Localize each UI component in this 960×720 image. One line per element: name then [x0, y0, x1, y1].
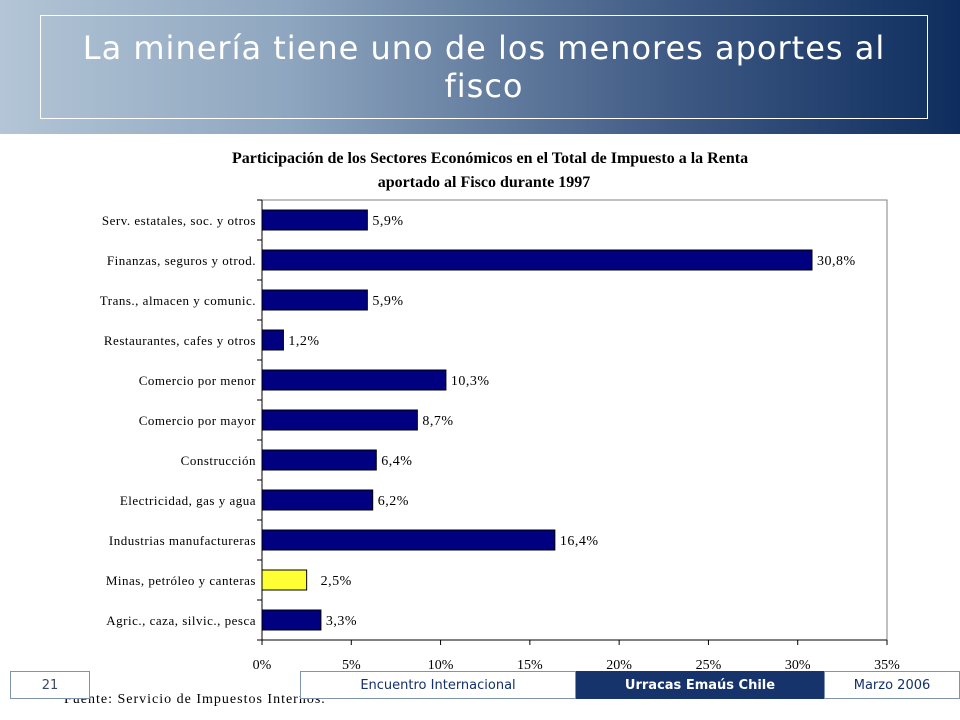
bar — [261, 209, 368, 231]
category-label: Finanzas, seguros y otrod. — [107, 253, 256, 268]
page-number: 21 — [10, 671, 90, 699]
bar — [261, 369, 447, 391]
data-label: 8,7% — [422, 414, 453, 429]
chart-title-line-1: Participación de los Sectores Económicos… — [232, 150, 748, 167]
data-label: 5,9% — [372, 294, 403, 309]
data-label: 1,2% — [288, 334, 319, 349]
x-tick-label: 20% — [606, 658, 632, 673]
x-tick-label: 35% — [874, 658, 900, 673]
x-tick-label: 15% — [517, 658, 543, 673]
footer-organization: Urracas Emaús Chile — [576, 671, 824, 699]
slide-title: La minería tiene uno de los menores apor… — [82, 29, 886, 105]
x-tick-label: 5% — [342, 658, 361, 673]
bar — [261, 489, 374, 511]
title-frame: La minería tiene uno de los menores apor… — [40, 15, 928, 119]
category-label: Comercio por mayor — [139, 413, 256, 428]
data-label: 3,3% — [326, 614, 357, 629]
bar-chart: Participación de los Sectores Económicos… — [100, 150, 900, 673]
source-note: Fuente: Servicio de Impuestos Internos. — [64, 692, 326, 707]
category-label: Serv. estatales, soc. y otros — [102, 213, 256, 228]
data-label: 30,8% — [817, 254, 856, 269]
data-label: 16,4% — [560, 534, 599, 549]
footer-date: Marzo 2006 — [824, 671, 960, 699]
axis-group: Serv. estatales, soc. y otros Finanzas, s… — [100, 199, 900, 673]
category-label: Industrias manufactureras — [109, 533, 256, 548]
chart-title-line-2: aportado al Fisco durante 1997 — [378, 174, 590, 191]
bar — [261, 529, 556, 551]
category-label: Comercio por menor — [139, 373, 256, 388]
slide-footer: 21 Encuentro Internacional Urracas Emaús… — [0, 671, 960, 701]
x-tick-label: 0% — [253, 658, 272, 673]
data-label: 5,9% — [372, 214, 403, 229]
x-tick-label: 30% — [785, 658, 811, 673]
bar — [261, 609, 322, 631]
category-label: Minas, petróleo y canteras — [106, 573, 256, 588]
category-label: Agric., caza, silvic., pesca — [106, 613, 256, 628]
bar — [261, 449, 377, 471]
bar — [261, 569, 308, 591]
data-label: 2,5% — [321, 574, 352, 589]
bar — [261, 409, 418, 431]
x-tick-label: 10% — [428, 658, 454, 673]
bar — [261, 329, 284, 351]
x-tick-label: 25% — [696, 658, 722, 673]
category-label: Electricidad, gas y agua — [120, 493, 256, 508]
bar — [261, 289, 368, 311]
data-label: 6,2% — [378, 494, 409, 509]
data-label: 10,3% — [451, 374, 490, 389]
slide-header: La minería tiene uno de los menores apor… — [0, 0, 960, 134]
data-label: 6,4% — [381, 454, 412, 469]
category-label: Restaurantes, cafes y otros — [104, 333, 256, 348]
bars-group: 5,9% 30,8% 5,9% 1,2% 10,3% 8,7% 6,4% 6,2% 16,4% 2… — [261, 209, 856, 631]
footer-event: Encuentro Internacional — [300, 671, 576, 699]
category-label: Construcción — [181, 453, 256, 468]
footer-bar: Encuentro Internacional Urracas Emaús Ch… — [300, 671, 960, 699]
bar — [261, 249, 813, 271]
category-label: Trans., almacen y comunic. — [100, 293, 256, 308]
